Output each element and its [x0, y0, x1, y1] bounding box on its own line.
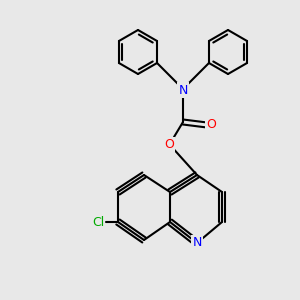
Text: N: N — [178, 83, 188, 97]
Text: N: N — [192, 236, 202, 250]
Text: O: O — [164, 139, 174, 152]
Text: O: O — [206, 118, 216, 131]
Text: Cl: Cl — [92, 215, 104, 229]
